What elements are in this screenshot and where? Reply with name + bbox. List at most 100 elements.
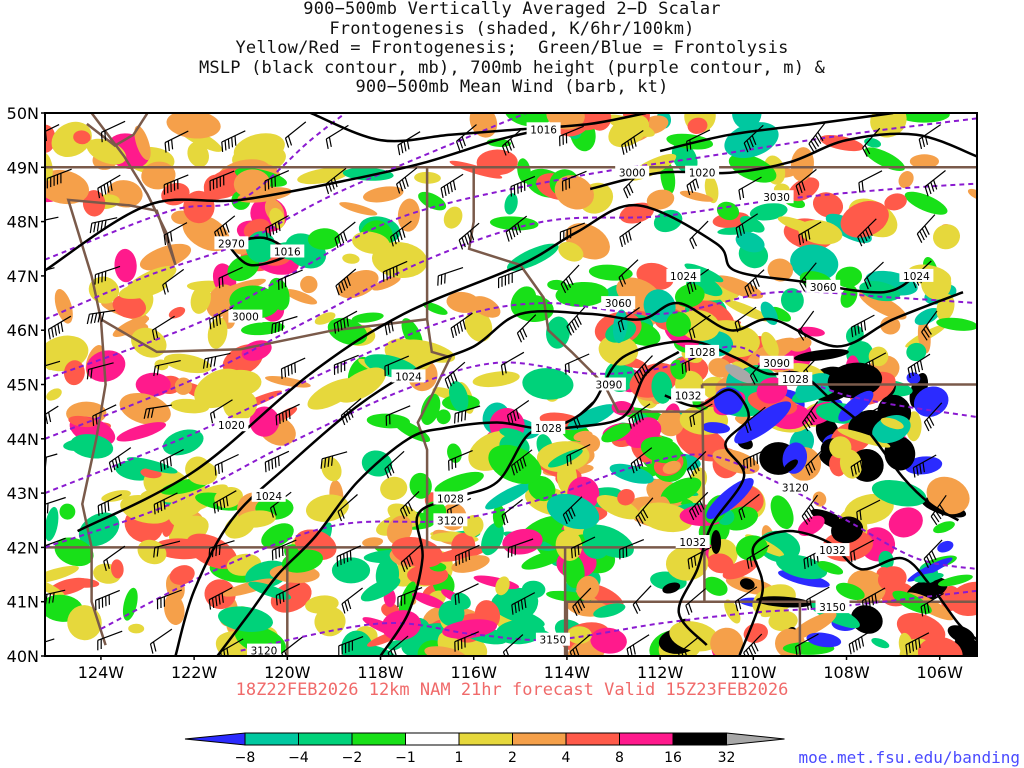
shading-cell [566, 626, 592, 644]
shading-cell [462, 514, 484, 537]
wind-barb [333, 354, 359, 375]
shading-cell [86, 350, 126, 382]
wind-barb [440, 173, 464, 199]
shading-cell [372, 276, 401, 291]
wind-barb [202, 352, 231, 369]
shading-cell [139, 243, 192, 271]
wind-barb [628, 403, 651, 429]
mslp-contour-line [659, 113, 894, 153]
colorbar-swatch [672, 732, 727, 746]
shading-cell [933, 521, 955, 534]
lon-tick-label: 108W [823, 663, 870, 682]
svg-text:1024: 1024 [255, 491, 282, 503]
shading-cell [392, 418, 431, 443]
wind-barb [46, 168, 72, 189]
shading-cell [666, 311, 691, 337]
shading-cell [608, 114, 650, 148]
wind-barb [214, 453, 239, 476]
wind-barb [397, 131, 421, 156]
shading-cell [678, 309, 720, 341]
wind-barb [97, 630, 123, 651]
shading-cell [517, 158, 531, 184]
wind-barb [338, 636, 364, 656]
latitude-axis: 50N 49N 48N 47N 46N 45N 44N 43N 42N 41N 40N [7, 104, 45, 666]
wind-barb [153, 492, 178, 515]
shading-cell [638, 502, 693, 533]
shading-cell [219, 278, 266, 295]
shading-cell [740, 215, 765, 233]
shading-cell [937, 540, 954, 553]
mslp-label: 1016 [270, 244, 305, 259]
mslp-label: 1028 [531, 420, 566, 435]
shading-cell [336, 367, 386, 403]
wind-barb [857, 218, 877, 247]
wind-barb [100, 120, 126, 143]
mslp-label: 1024 [666, 268, 701, 283]
svg-text:3150: 3150 [540, 635, 567, 647]
svg-text:3030: 3030 [763, 192, 790, 204]
wind-barb [108, 447, 132, 473]
wind-barb [153, 540, 181, 558]
wind-barb [738, 176, 762, 200]
lat-tick-label: 46N [7, 321, 39, 340]
wind-barb [86, 309, 116, 325]
shading-cell [499, 428, 527, 440]
wind-barb [397, 587, 423, 608]
shading-cell [446, 291, 480, 313]
shading-cell [780, 288, 804, 313]
shading-cell [710, 627, 743, 656]
wind-barb [214, 215, 236, 242]
shading-cell [722, 559, 758, 580]
shading-cell [687, 117, 708, 134]
lon-tick-label: 122W [171, 663, 218, 682]
shading-cell [162, 429, 204, 456]
colorbar-swatch [619, 732, 674, 746]
shading-cell [169, 565, 195, 585]
wind-barb [923, 539, 943, 568]
shading-cell [284, 289, 318, 305]
wind-barb [156, 589, 183, 610]
title-line-1: 900−500mb Vertically Averaged 2−D Scalar [303, 0, 721, 19]
mslp-contour-line [664, 388, 750, 646]
wind-barb [617, 307, 640, 333]
shading-cell [352, 231, 390, 254]
shading-cell [217, 369, 262, 397]
wind-barb [506, 400, 530, 426]
lon-tick-label: 110W [730, 663, 777, 682]
shading-cell [548, 449, 583, 468]
wind-barb [164, 130, 189, 153]
wind-barb [916, 214, 936, 243]
title-line-3: Yellow/Red = Frontogenesis; Green/Blue =… [235, 38, 789, 58]
shading-cell [436, 409, 451, 425]
shading-cell [472, 371, 520, 388]
wind-barb [501, 128, 523, 156]
svg-text:1032: 1032 [679, 537, 706, 549]
colorbar-label: 32 [718, 750, 736, 766]
wind-barb [689, 220, 709, 249]
mslp-label: 1028 [685, 344, 720, 359]
shading-cell [400, 339, 456, 363]
wind-barb [850, 452, 874, 477]
shading-cell [783, 459, 798, 473]
height-label: 2970 [214, 236, 249, 250]
lat-tick-label: 49N [7, 158, 39, 177]
forecast-valid-time: 18Z22FEB2026 12km NAM 21hr forecast Vali… [235, 680, 789, 700]
shading-cell [829, 436, 852, 459]
wind-barb [455, 124, 477, 151]
wind-barb [850, 314, 875, 338]
wind-barb [920, 592, 944, 617]
shading-cell [662, 582, 681, 594]
shading-cell [489, 216, 539, 231]
shading-cell [761, 331, 779, 358]
wind-barb [448, 450, 473, 471]
svg-text:1016: 1016 [274, 247, 301, 259]
shading-cell [640, 436, 682, 464]
shading-cell [398, 581, 417, 615]
wind-barb [516, 314, 537, 343]
shading-cell [424, 646, 467, 656]
wind-barb [163, 174, 189, 195]
shading-cell [190, 285, 211, 314]
shading-cell [888, 507, 923, 538]
lat-tick-label: 41N [7, 593, 39, 612]
shading-cell [609, 463, 654, 484]
